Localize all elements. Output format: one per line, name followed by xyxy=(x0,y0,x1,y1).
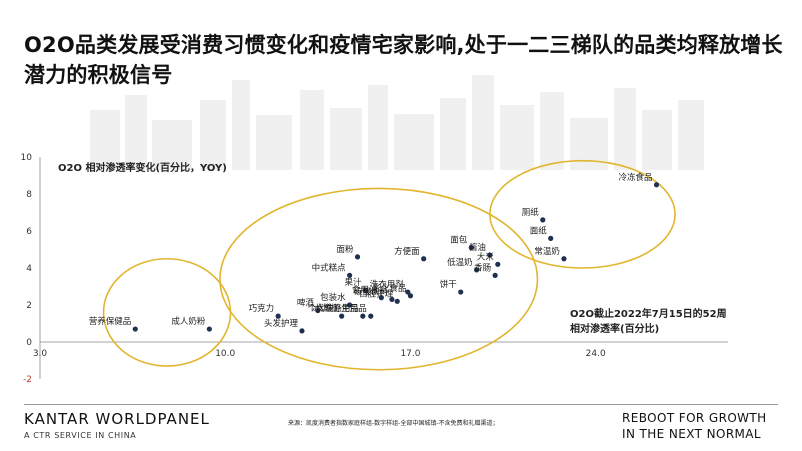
tagline-line-1: REBOOT FOR GROWTH xyxy=(622,411,767,425)
y-tick-label: 10 xyxy=(21,153,33,163)
tagline-line-2: IN THE NEXT NORMAL xyxy=(622,427,762,441)
data-point xyxy=(354,254,361,260)
point-label: 常温奶 xyxy=(534,246,560,257)
x-tick-label: 10.0 xyxy=(215,349,235,359)
point-label: 面纸 xyxy=(530,225,548,236)
data-point xyxy=(561,256,567,262)
skyline-background xyxy=(90,75,704,170)
x-axis-label: O2O截止2022年7月15日的52周相对渗透率(百分比) xyxy=(570,307,727,335)
data-point xyxy=(474,267,480,273)
point-label: 营养保健品 xyxy=(89,316,132,327)
point-label: 啤酒 xyxy=(297,298,315,309)
x-tick-label: 3.0 xyxy=(33,349,48,359)
data-point xyxy=(347,302,353,308)
point-label: 饼干 xyxy=(440,279,458,290)
point-label: 中式糕点 xyxy=(312,262,347,273)
point-label: 冰淇淋 xyxy=(312,303,338,314)
data-point xyxy=(487,252,493,258)
y-tick-label: 4 xyxy=(26,264,32,274)
x-axis-label-line-2: 相对渗透率(百分比) xyxy=(570,322,659,335)
point-label: 巧克力 xyxy=(249,303,275,314)
brand-subtitle: A CTR SERVICE IN CHINA xyxy=(24,431,137,440)
data-point xyxy=(653,182,660,188)
point-label: 香肠 xyxy=(474,262,491,273)
y-tick-label: 6 xyxy=(26,227,32,237)
x-axis-label-line-1: O2O截止2022年7月15日的52周 xyxy=(570,307,727,320)
data-point xyxy=(378,295,384,301)
data-point xyxy=(495,261,501,267)
y-tick-label: -2 xyxy=(23,375,32,385)
data-point xyxy=(299,328,305,334)
point-label: 厕纸 xyxy=(522,207,540,218)
point-label: 洗衣用剂 xyxy=(370,279,404,290)
axes: 10 8 6 4 2 0 -2 3.0 10.0 17.0 24.0 xyxy=(21,153,728,385)
page-title: O2O品类发展受消费习惯变化和疫情宅家影响,处于一二三梯队的品类均释放增长潜力的… xyxy=(24,33,783,87)
point-label: 面粉 xyxy=(337,244,355,255)
axis-labels: O2O 相对渗透率变化(百分比，YOY) O2O截止2022年7月15日的52周… xyxy=(58,161,727,335)
data-point xyxy=(339,313,345,319)
point-label: 碳酸饮料 xyxy=(354,286,389,297)
y-tick-label: 2 xyxy=(26,301,32,311)
group-ellipse-3 xyxy=(489,159,676,269)
data-point xyxy=(492,272,498,278)
point-label: 酱油 xyxy=(469,242,486,253)
point-label: 大米 xyxy=(477,251,495,262)
data-point xyxy=(347,272,353,278)
data-point xyxy=(206,326,212,332)
point-label: 面包 xyxy=(450,235,468,246)
point-label: 冷冻食品 xyxy=(619,172,653,183)
footer-divider xyxy=(24,404,778,405)
y-axis-label: O2O 相对渗透率变化(百分比，YOY) xyxy=(58,161,227,174)
data-point xyxy=(548,235,554,241)
tagline: REBOOT FOR GROWTH IN THE NEXT NORMAL xyxy=(622,410,767,442)
data-point xyxy=(468,245,474,251)
point-label: 口腔护理 xyxy=(359,288,394,299)
point-label: 影化食品 xyxy=(372,283,406,294)
point-label: 低温奶 xyxy=(447,257,473,268)
point-label: 方便面 xyxy=(394,246,420,257)
group-ellipse-2 xyxy=(219,187,539,371)
y-tick-label: 0 xyxy=(26,338,32,348)
data-point xyxy=(458,289,464,295)
group-ellipses xyxy=(102,159,676,371)
x-tick-label: 17.0 xyxy=(400,349,420,359)
data-point xyxy=(275,313,281,319)
data-point xyxy=(405,289,411,295)
data-point xyxy=(360,313,366,319)
point-label: 果汁 xyxy=(344,277,362,288)
data-point xyxy=(315,307,321,314)
x-tick-label: 24.0 xyxy=(586,349,606,359)
group-ellipse-1 xyxy=(102,257,232,367)
source-note: 来源：凯度消费者指数家庭样组-数字样组-全部中国城镇-不含免费和礼赠渠道； xyxy=(288,420,499,427)
point-label: 食用油 xyxy=(352,285,378,296)
data-point xyxy=(407,293,414,299)
point-label: 个人洗涤用品 xyxy=(308,303,359,314)
brand-logo: KANTAR WORLDPANEL xyxy=(24,410,210,428)
data-point xyxy=(540,217,546,223)
point-label: 成人奶粉 xyxy=(171,316,206,327)
data-point xyxy=(389,296,395,303)
point-label: 头发护理 xyxy=(264,318,299,329)
data-point xyxy=(421,256,427,262)
y-tick-label: 8 xyxy=(26,190,32,200)
point-label: 女性卫生用品 xyxy=(316,303,367,314)
data-point xyxy=(394,298,400,304)
point-label: 包装水 xyxy=(320,292,346,303)
data-point xyxy=(368,313,374,319)
data-point xyxy=(132,326,138,332)
data-point xyxy=(362,287,369,293)
